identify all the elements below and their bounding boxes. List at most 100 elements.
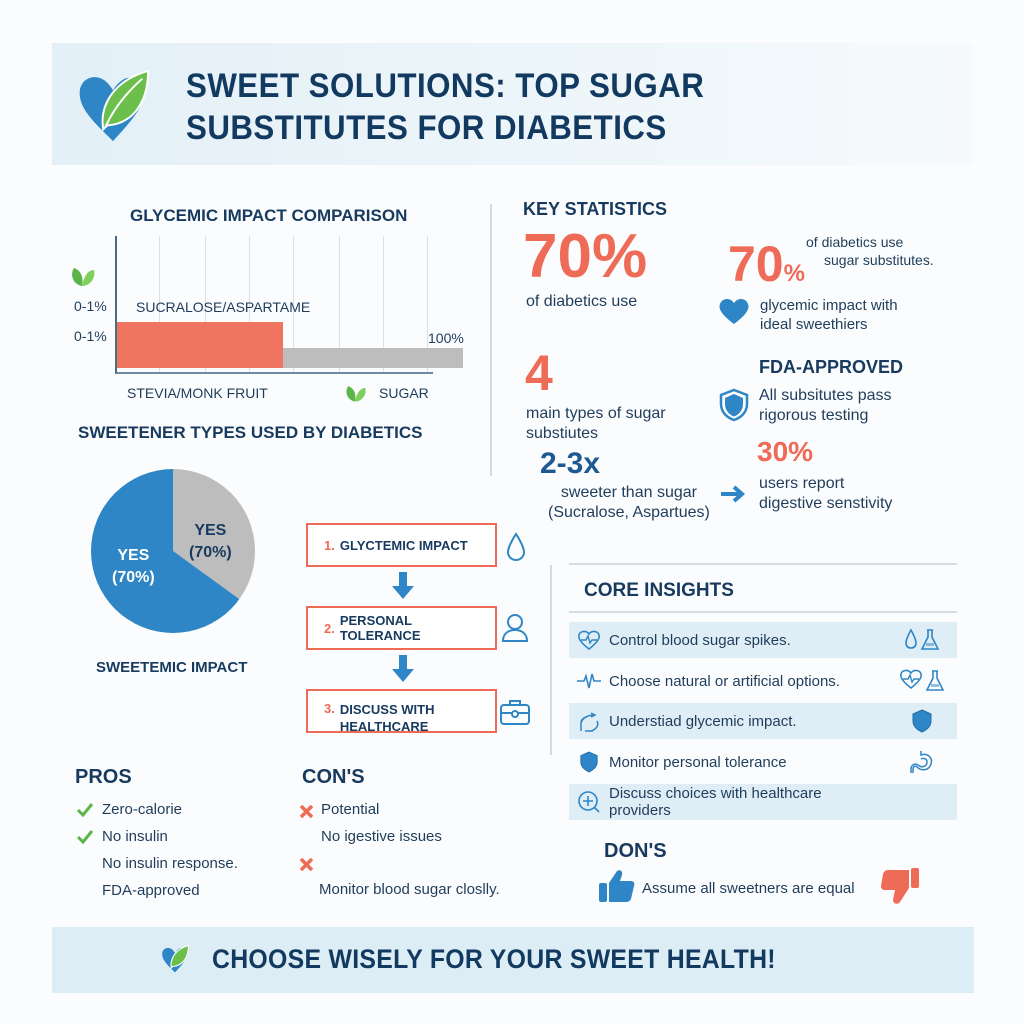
insight-text: Choose natural or artificial options. — [609, 672, 840, 690]
fda-line1: All subsitutes pass — [759, 387, 892, 404]
insight-right-icons — [887, 669, 957, 693]
cons-item: No igestive issues — [321, 828, 442, 845]
heart-pulse-icon — [899, 669, 923, 689]
y-axis-label-2: 0-1% — [74, 328, 107, 344]
flow-step-2-num: 2. — [324, 620, 335, 636]
stat-note-line2: ideal sweethiers — [760, 316, 868, 333]
pie-gray-line1: YES — [194, 522, 227, 539]
insight-item: Monitor personal tolerance — [569, 744, 957, 780]
x-label-stevia: STEVIA/MONK FRUIT — [127, 385, 268, 401]
title-line-2: SUBSTITUTES FOR DIABETICS — [186, 109, 667, 147]
donts-text: Assume all sweetners are equal — [642, 880, 855, 897]
pie-label-blue: YES (70%) — [112, 545, 155, 589]
y-axis-label-1: 0-1% — [74, 298, 107, 314]
insight-item: Understiad glycemic impact. — [569, 703, 957, 739]
leaf-icon — [72, 268, 95, 286]
shield-icon — [719, 388, 749, 422]
thumbs-up-icon — [599, 870, 635, 902]
cons-item: Monitor blood sugar closlly. — [319, 881, 500, 898]
heart-pulse-icon — [569, 630, 609, 650]
footer-banner: CHOOSE WISELY FOR YOUR SWEET HEALTH! — [52, 927, 974, 993]
thumbs-down-icon — [881, 868, 919, 904]
medical-kit-icon — [500, 700, 530, 725]
flask-icon — [920, 629, 940, 650]
stat-70-text: of diabetics use — [526, 293, 638, 310]
pie-blue-line2: (70%) — [112, 569, 155, 586]
insight-text: Discuss choices with healthcare provider… — [609, 785, 822, 819]
stomach-icon — [910, 751, 933, 773]
stat-note-line1: glycemic impact with — [760, 297, 898, 314]
stat-70b-number: 70 — [728, 236, 784, 292]
pros-item: No insulin — [102, 828, 168, 845]
flow-step-3: 3. DISCUSS WITH HEALTHCARE — [306, 689, 497, 733]
flow-step-1-num: 1. — [324, 537, 335, 553]
shield-icon — [569, 751, 609, 773]
bar-sweeteners — [117, 322, 283, 368]
sweetener-pie-chart — [91, 469, 255, 633]
flow-step-2-label: PERSONAL TOLERANCE — [339, 613, 421, 643]
insight-item: Choose natural or artificial options. — [569, 663, 957, 699]
bar-label-sucralose: SUCRALOSE/ASPARTAME — [136, 299, 311, 315]
cons-item: Potential — [321, 801, 380, 818]
pie-blue-line1: YES — [117, 547, 150, 564]
donts-title: DON'S — [604, 840, 667, 862]
stat-30-text: users report digestive senstivity — [759, 474, 892, 514]
divider-line — [569, 611, 957, 613]
insight-right-icons — [887, 749, 957, 775]
heart-leaf-icon — [162, 944, 190, 973]
plant-cycle-icon — [569, 709, 609, 733]
pie-label-gray: YES (70%) — [189, 520, 232, 564]
flow-step-3-num: 3. — [324, 701, 335, 716]
fda-line2: rigorous testing — [759, 407, 869, 424]
stat-23x-line1: sweeter than sugar — [560, 484, 697, 501]
insight-right-icons — [887, 709, 957, 733]
insight-item: Control blood sugar spikes. — [569, 622, 957, 658]
heart-icon — [719, 298, 749, 324]
stat-70b-line1: of diabetics use — [806, 234, 904, 250]
stat-4-value: 4 — [525, 345, 553, 401]
insight-text: Monitor personal tolerance — [609, 753, 787, 771]
stat-30-value: 30% — [757, 436, 814, 467]
stat-23x-text: sweeter than sugar (Sucralose, Aspartues… — [548, 483, 710, 523]
shield-icon — [912, 709, 932, 733]
stat-23x-line2: (Sucralose, Aspartues) — [548, 504, 710, 521]
pulse-icon — [569, 672, 609, 690]
bar-value-sugar: 100% — [428, 330, 464, 346]
insight-item: Discuss choices with healthcare provider… — [569, 784, 957, 820]
pie-gray-line2: (70%) — [189, 544, 232, 561]
stat-note-text: glycemic impact with ideal sweethiers — [760, 296, 898, 334]
stat-70b-text: of diabetics use sugar substitutes. — [806, 233, 934, 269]
arrow-right-icon — [721, 485, 746, 503]
divider-line — [569, 563, 957, 565]
flow-step-2: 2. PERSONAL TOLERANCE — [306, 606, 497, 650]
stat-70b-value: 70% — [728, 236, 805, 302]
insight-text: Understiad glycemic impact. — [609, 712, 797, 730]
fda-approved-title: FDA-APPROVED — [759, 357, 904, 377]
stat-70b-unit: % — [783, 260, 805, 287]
user-icon — [501, 614, 529, 642]
heart-leaf-icon — [79, 69, 150, 142]
flow-step-1-label: GLYCTEMIC IMPACT — [339, 537, 468, 553]
insight-right-icons — [887, 628, 957, 652]
glycemic-chart-title: GLYCEMIC IMPACT COMPARISON — [130, 206, 408, 225]
stat-30-line1: users report — [759, 475, 845, 492]
arrow-down-icon — [392, 572, 414, 599]
pie-section-title: SWEETENER TYPES USED BY DIABETICS — [78, 423, 423, 442]
stat-70-value: 70% — [523, 222, 648, 291]
footer-text: CHOOSE WISELY FOR YOUR SWEET HEALTH! — [212, 944, 776, 974]
check-icon — [76, 830, 94, 845]
arrow-down-icon — [392, 655, 414, 682]
core-insights-title: CORE INSIGHTS — [584, 580, 734, 601]
section-divider — [490, 204, 492, 476]
pros-item: Zero-calorie — [102, 801, 183, 818]
glycemic-bar-chart — [115, 236, 463, 374]
x-label-sugar: SUGAR — [379, 385, 429, 401]
stat-30-line2: digestive senstivity — [759, 495, 893, 512]
pie-caption: SWEETEMIC IMPACT — [96, 659, 248, 676]
leaf-icon — [346, 386, 366, 402]
flask-icon — [925, 670, 945, 691]
stat-4-line1: main types of sugar — [526, 405, 666, 422]
stat-70b-line2: sugar substitutes. — [824, 252, 934, 268]
medical-chat-icon — [569, 790, 609, 814]
cons-title: CON'S — [302, 766, 365, 788]
